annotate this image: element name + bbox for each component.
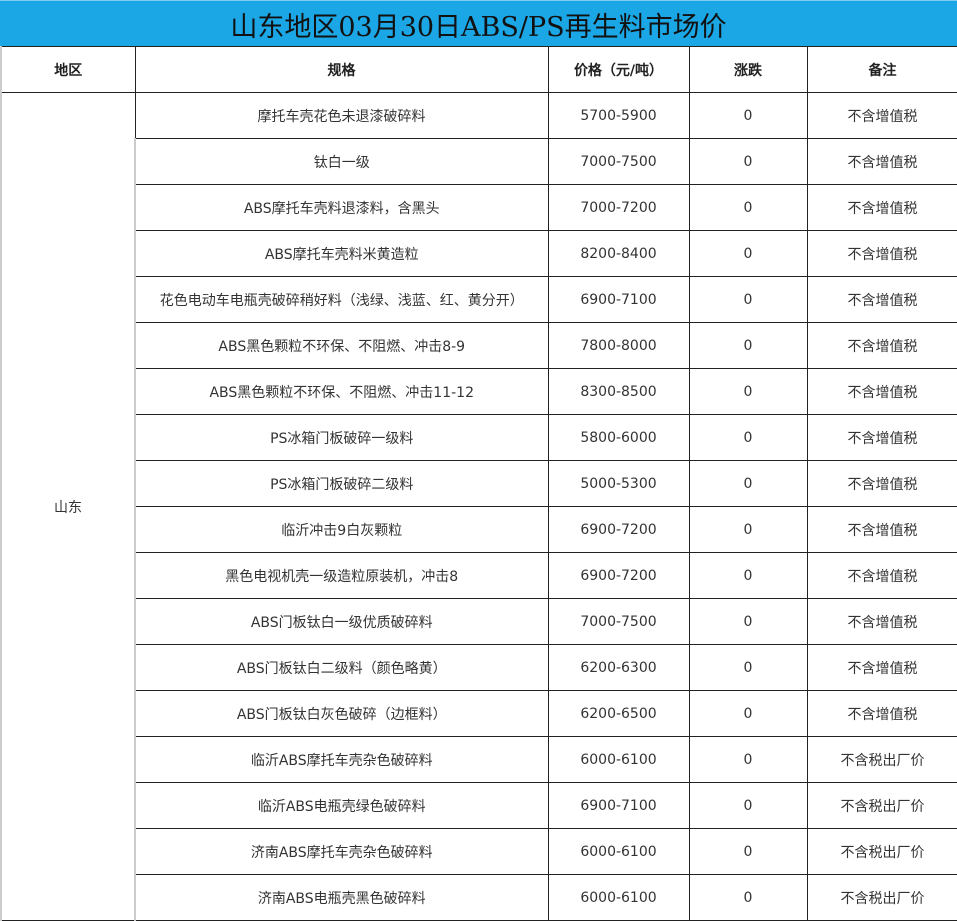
price-cell: 8200-8400 [547,230,690,277]
change-cell: 0 [688,690,808,737]
table-row: ABS黑色颗粒不环保、不阻燃、冲击8-9 7800-8000 0 不含增值税 [1,322,957,369]
change-cell: 0 [688,598,808,645]
table-row: PS冰箱门板破碎一级料 5800-6000 0 不含增值税 [1,414,957,461]
table-row: 临沂冲击9白灰颗粒 6900-7200 0 不含增值税 [1,506,957,553]
change-cell: 0 [688,828,808,875]
note-cell: 不含增值税 [806,506,957,553]
table-row: 济南ABS电瓶壳黑色破碎料 6000-6100 0 不含税出厂价 [1,874,957,921]
spec-cell: ABS黑色颗粒不环保、不阻燃、冲击11-12 [134,368,549,415]
spec-cell: ABS摩托车壳料退漆料，含黑头 [134,184,549,231]
note-cell: 不含增值税 [806,460,957,507]
price-cell: 7000-7200 [547,184,690,231]
spec-cell: ABS门板钛白二级料（颜色略黄） [134,644,549,691]
table-row: ABS摩托车壳料退漆料，含黑头 7000-7200 0 不含增值税 [1,184,957,231]
change-cell: 0 [688,874,808,921]
table-row: 花色电动车电瓶壳破碎稍好料（浅绿、浅蓝、红、黄分开） 6900-7100 0 不含增值… [1,276,957,323]
table-row: 钛白一级 7000-7500 0 不含增值税 [1,138,957,185]
spec-cell: PS冰箱门板破碎二级料 [134,460,549,507]
region-cell: 山东 [0,92,136,921]
spec-cell: 黑色电视机壳一级造粒原装机，冲击8 [134,552,549,599]
note-cell: 不含增值税 [806,276,957,323]
price-cell: 6000-6100 [547,828,690,875]
price-table: 地区 规格 价格（元/吨） 涨跌 备注 山东 摩托车壳花色未退漆破碎料 5700-5… [0,46,957,921]
spec-cell: 钛白一级 [134,138,549,185]
price-cell: 7800-8000 [547,322,690,369]
spec-cell: 临沂冲击9白灰颗粒 [134,506,549,553]
header-row: 地区 规格 价格（元/吨） 涨跌 备注 [0,46,957,93]
spec-cell: PS冰箱门板破碎一级料 [134,414,549,461]
note-cell: 不含增值税 [806,138,957,185]
change-cell: 0 [688,460,808,507]
note-cell: 不含增值税 [806,414,957,461]
price-cell: 6900-7200 [547,506,690,553]
change-cell: 0 [688,184,808,231]
spec-cell: ABS摩托车壳料米黄造粒 [134,230,549,277]
note-cell: 不含增值税 [806,92,957,139]
note-cell: 不含税出厂价 [806,874,957,921]
note-cell: 不含增值税 [806,552,957,599]
price-cell: 6200-6300 [547,644,690,691]
change-cell: 0 [688,368,808,415]
change-cell: 0 [688,230,808,277]
price-cell: 5000-5300 [547,460,690,507]
note-cell: 不含税出厂价 [806,828,957,875]
change-cell: 0 [688,506,808,553]
price-cell: 6000-6100 [547,736,690,783]
spec-cell: ABS黑色颗粒不环保、不阻燃、冲击8-9 [134,322,549,369]
price-cell: 6900-7100 [547,782,690,829]
price-cell: 6900-7100 [547,276,690,323]
spec-cell: 摩托车壳花色未退漆破碎料 [134,92,549,139]
header-note: 备注 [806,46,957,93]
spec-cell: ABS门板钛白一级优质破碎料 [134,598,549,645]
table-row: ABS黑色颗粒不环保、不阻燃、冲击11-12 8300-8500 0 不含增值税 [1,368,957,415]
table-row: ABS门板钛白二级料（颜色略黄） 6200-6300 0 不含增值税 [1,644,957,691]
change-cell: 0 [688,782,808,829]
table-row: 黑色电视机壳一级造粒原装机，冲击8 6900-7200 0 不含增值税 [1,552,957,599]
price-cell: 8300-8500 [547,368,690,415]
price-cell: 5700-5900 [547,92,690,139]
table-row: 临沂ABS摩托车壳杂色破碎料 6000-6100 0 不含税出厂价 [1,736,957,783]
change-cell: 0 [688,644,808,691]
note-cell: 不含增值税 [806,230,957,277]
spec-cell: 济南ABS电瓶壳黑色破碎料 [134,874,549,921]
price-cell: 7000-7500 [547,138,690,185]
note-cell: 不含税出厂价 [806,782,957,829]
table-row: ABS摩托车壳料米黄造粒 8200-8400 0 不含增值税 [1,230,957,277]
change-cell: 0 [688,138,808,185]
table-row: 临沂ABS电瓶壳绿色破碎料 6900-7100 0 不含税出厂价 [1,782,957,829]
change-cell: 0 [688,322,808,369]
table-row: 山东 摩托车壳花色未退漆破碎料 5700-5900 0 不含增值税 [0,92,957,921]
note-cell: 不含增值税 [806,322,957,369]
note-cell: 不含增值税 [806,184,957,231]
header-price: 价格（元/吨） [547,46,690,93]
change-cell: 0 [688,92,808,139]
table-row: 济南ABS摩托车壳杂色破碎料 6000-6100 0 不含税出厂价 [1,828,957,875]
spec-cell: 济南ABS摩托车壳杂色破碎料 [134,828,549,875]
spec-cell: 临沂ABS电瓶壳绿色破碎料 [134,782,549,829]
note-cell: 不含增值税 [806,368,957,415]
note-cell: 不含增值税 [806,644,957,691]
spec-cell: ABS门板钛白灰色破碎（边框料） [134,690,549,737]
price-cell: 6000-6100 [547,874,690,921]
table-row: PS冰箱门板破碎二级料 5000-5300 0 不含增值税 [1,460,957,507]
table-row: ABS门板钛白一级优质破碎料 7000-7500 0 不含增值税 [1,598,957,645]
note-cell: 不含增值税 [806,598,957,645]
price-cell: 7000-7500 [547,598,690,645]
table-row: ABS门板钛白灰色破碎（边框料） 6200-6500 0 不含增值税 [1,690,957,737]
spec-cell: 临沂ABS摩托车壳杂色破碎料 [134,736,549,783]
spec-cell: 花色电动车电瓶壳破碎稍好料（浅绿、浅蓝、红、黄分开） [134,276,549,323]
change-cell: 0 [688,414,808,461]
price-cell: 6900-7200 [547,552,690,599]
header-change: 涨跌 [688,46,808,93]
header-region: 地区 [0,46,136,93]
note-cell: 不含税出厂价 [806,736,957,783]
price-cell: 6200-6500 [547,690,690,737]
change-cell: 0 [688,276,808,323]
header-spec: 规格 [134,46,549,93]
change-cell: 0 [688,552,808,599]
note-cell: 不含增值税 [806,690,957,737]
page-title: 山东地区03月30日ABS/PS再生料市场价 [0,0,957,46]
change-cell: 0 [688,736,808,783]
price-cell: 5800-6000 [547,414,690,461]
